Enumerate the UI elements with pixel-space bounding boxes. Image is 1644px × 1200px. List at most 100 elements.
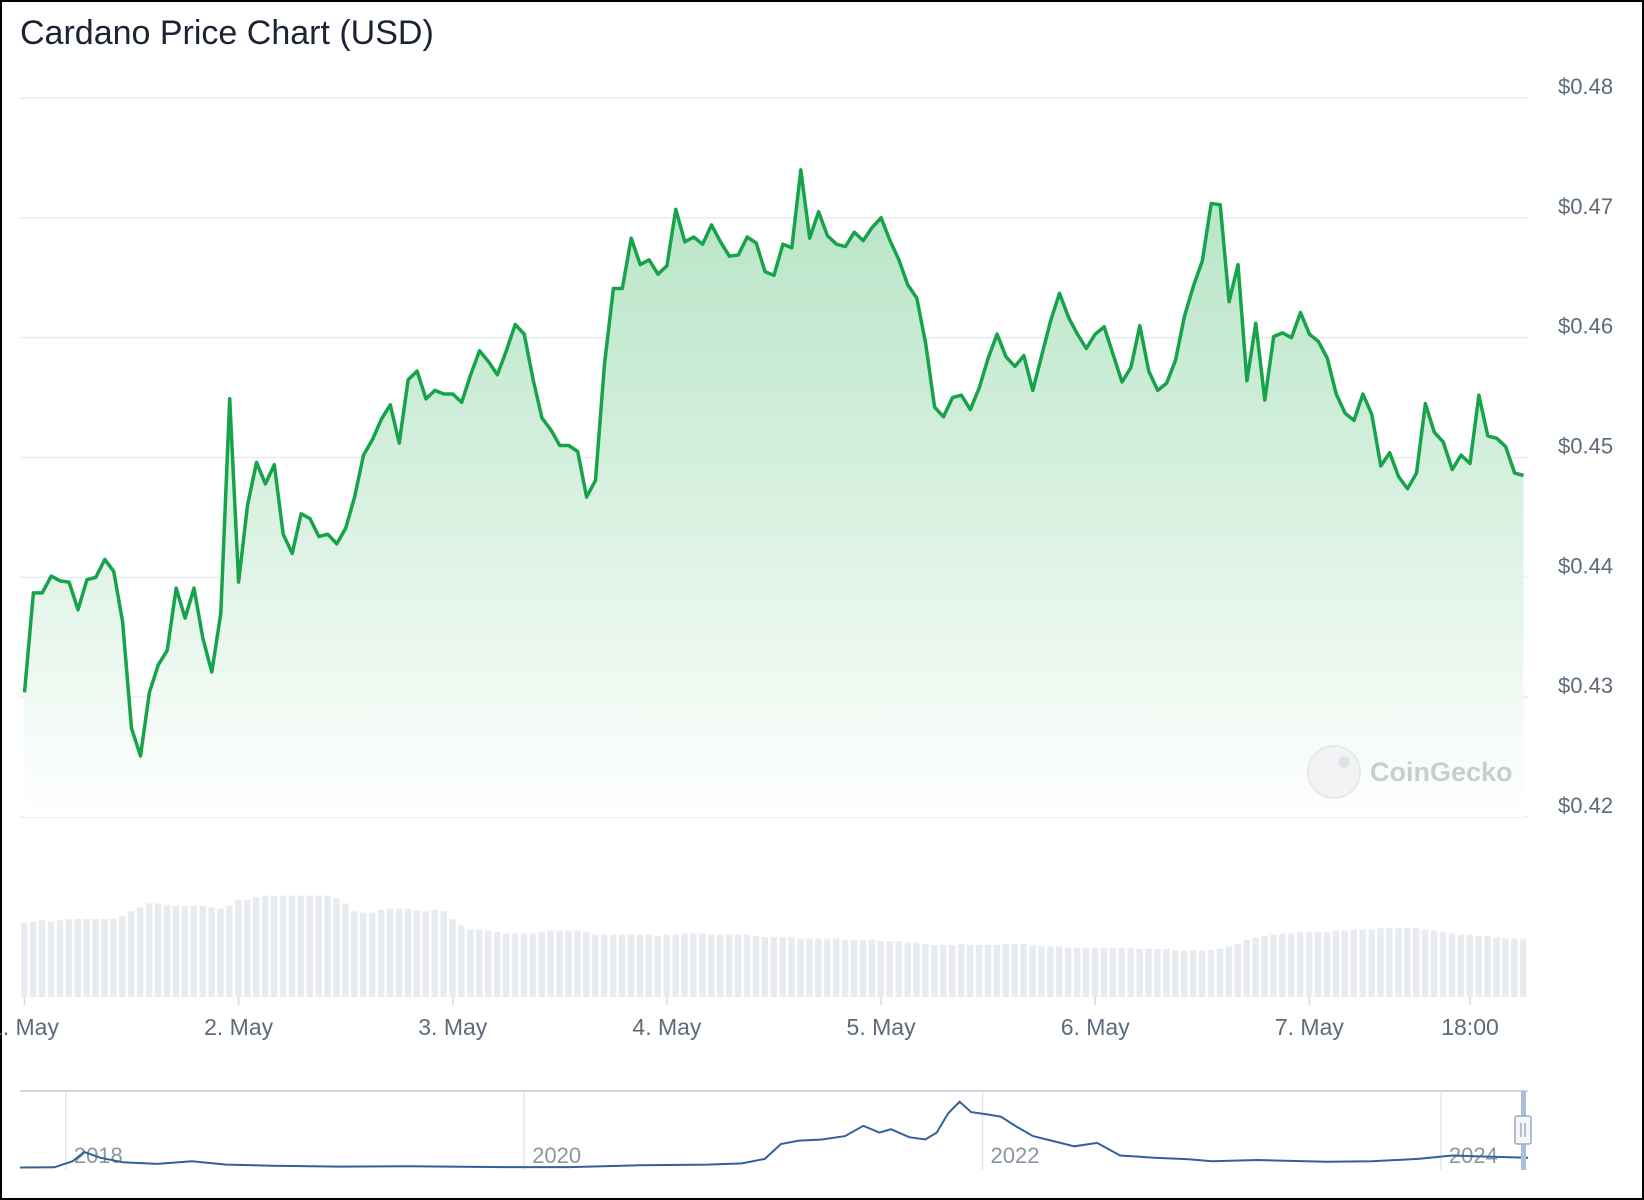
volume-bar xyxy=(217,908,224,997)
volume-bar xyxy=(1350,929,1357,997)
volume-bar xyxy=(181,906,188,997)
y-tick-label: $0.42 xyxy=(1558,793,1613,818)
volume-bar xyxy=(672,934,679,997)
volume-bar xyxy=(824,938,831,997)
volume-bar xyxy=(431,909,438,997)
volume-bar xyxy=(297,895,304,997)
y-tick-label: $0.43 xyxy=(1558,673,1613,698)
volume-bar xyxy=(1189,950,1197,997)
y-tick-label: $0.46 xyxy=(1558,314,1613,339)
volume-bar xyxy=(1297,932,1304,997)
volume-bar xyxy=(1145,948,1152,997)
volume-bar xyxy=(1038,946,1045,997)
volume-bar xyxy=(841,939,849,997)
volume-bar xyxy=(940,945,947,997)
volume-bar xyxy=(1448,933,1456,997)
volume-bar xyxy=(137,907,144,997)
volume-bar xyxy=(922,943,929,997)
y-tick-label: $0.47 xyxy=(1558,194,1613,219)
volume-bar xyxy=(1234,943,1241,997)
volume-bar xyxy=(1377,928,1384,997)
volume-bar xyxy=(725,934,733,997)
volume-bar xyxy=(92,919,99,997)
price-line[interactable] xyxy=(22,168,1524,758)
chart-title: Cardano Price Chart (USD) xyxy=(20,14,434,52)
volume-bar xyxy=(547,930,554,997)
x-tick-label: 4. May xyxy=(632,1014,702,1040)
volume-bar xyxy=(324,895,331,997)
navigator-year-label: 2022 xyxy=(991,1143,1040,1168)
volume-bars xyxy=(21,895,1527,997)
volume-bar xyxy=(1520,938,1527,997)
volume-bar xyxy=(797,938,804,997)
volume-bar xyxy=(904,942,911,997)
x-tick-label: 18:00 xyxy=(1441,1014,1499,1040)
volume-bar xyxy=(395,908,403,997)
volume-bar xyxy=(1484,935,1491,997)
volume-bar xyxy=(1395,928,1402,997)
volume-bar xyxy=(1439,932,1447,997)
volume-bar xyxy=(520,933,528,997)
volume-bar xyxy=(1065,947,1072,997)
volume-bar xyxy=(1100,947,1108,997)
x-tick-label: 6. May xyxy=(1061,1014,1131,1040)
price-area-fill xyxy=(24,169,1524,817)
volume-bar xyxy=(493,932,501,997)
volume-bar xyxy=(699,933,706,997)
volume-bar xyxy=(601,934,608,997)
x-tick-label: 5. May xyxy=(847,1014,917,1040)
volume-bar xyxy=(235,899,242,997)
volume-bar xyxy=(1493,937,1500,997)
x-tick-label: 2. May xyxy=(204,1014,274,1040)
volume-bar xyxy=(609,934,617,997)
volume-bar xyxy=(583,932,590,997)
volume-bar xyxy=(618,934,626,997)
volume-bar xyxy=(1127,947,1134,997)
volume-bar xyxy=(413,909,420,997)
volume-bar xyxy=(342,903,349,997)
volume-bar xyxy=(663,934,670,997)
volume-bar xyxy=(993,945,1000,997)
volume-bar xyxy=(886,941,893,997)
volume-bar xyxy=(145,903,153,997)
volume-bar xyxy=(1404,928,1411,997)
volume-bar xyxy=(538,932,545,997)
volume-bar xyxy=(29,921,37,997)
range-navigator[interactable]: 2018 2020 2022 2024 xyxy=(19,1090,1532,1170)
volume-bar xyxy=(779,937,786,997)
volume-bar xyxy=(1109,947,1116,997)
volume-bar xyxy=(270,895,278,997)
volume-bar xyxy=(1288,933,1295,997)
volume-bar xyxy=(833,938,840,997)
x-tick-label: 1. May xyxy=(0,1014,59,1040)
volume-bar xyxy=(806,938,813,997)
navigator-handle[interactable] xyxy=(1514,1115,1532,1145)
volume-bar xyxy=(208,907,215,997)
volume-bar xyxy=(21,922,28,997)
volume-bar xyxy=(467,929,474,997)
volume-bar xyxy=(1020,943,1027,997)
volume-bar xyxy=(244,899,251,997)
volume-bar xyxy=(895,941,902,997)
volume-bar xyxy=(1305,932,1313,997)
volume-bar xyxy=(1386,928,1393,997)
volume-bar xyxy=(199,906,206,997)
volume-bar xyxy=(360,912,367,997)
volume-bar xyxy=(1181,950,1188,997)
volume-bar xyxy=(1225,946,1232,997)
volume-bar xyxy=(253,896,260,997)
volume-bar xyxy=(1413,928,1420,997)
volume-bar xyxy=(1216,948,1224,997)
navigator-year-label: 2018 xyxy=(74,1143,123,1168)
volume-bar xyxy=(422,911,429,997)
volume-bar xyxy=(636,934,644,997)
volume-bar xyxy=(1261,935,1268,997)
volume-bar xyxy=(654,935,661,997)
coingecko-watermark: CoinGecko xyxy=(1307,745,1513,799)
volume-bar xyxy=(690,933,697,997)
volume-bar xyxy=(154,903,162,997)
volume-bar xyxy=(1252,937,1259,997)
volume-bar xyxy=(83,919,90,997)
volume-bar xyxy=(708,934,715,997)
